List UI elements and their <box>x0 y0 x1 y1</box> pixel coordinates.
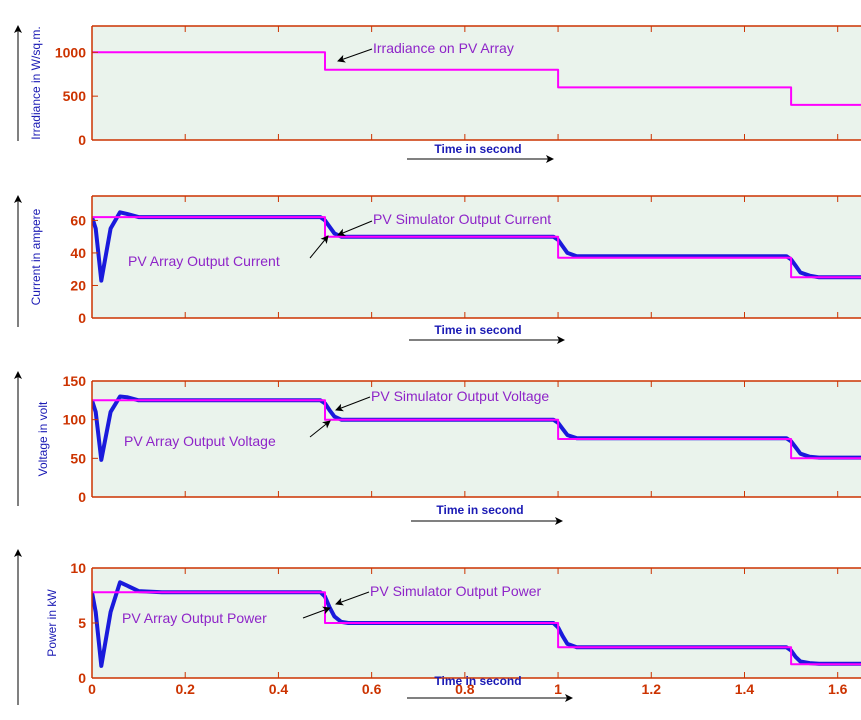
y-tick-label: 10 <box>70 560 86 576</box>
annotation-arrow <box>337 220 373 237</box>
y-tick-label: 100 <box>63 412 87 428</box>
y-tick-label: 20 <box>70 277 86 293</box>
annotation-arrow <box>337 48 373 63</box>
x-axis-label: Time in second <box>436 503 523 517</box>
annotation-label: PV Simulator Output Voltage <box>371 388 549 404</box>
annotation-arrow <box>335 396 371 412</box>
chart-panel-2: 0 20 40 60 Current in ampere Time in second PV… <box>14 195 861 344</box>
x-axis-label: Time in second <box>434 674 521 688</box>
y-tick-label: 0 <box>78 132 86 148</box>
y-axis-label: Current in ampere <box>29 208 43 305</box>
series-line-reference <box>92 399 861 460</box>
annotation-label: PV Simulator Output Current <box>373 211 551 227</box>
chart-panel-3: 0 50 100 150 Voltage in volt Time in second PV… <box>14 371 861 525</box>
y-axis-label: Voltage in volt <box>36 401 50 476</box>
x-tick-label: 1.4 <box>735 681 755 697</box>
x-tick-label: 0.6 <box>362 681 382 697</box>
plot-area <box>92 26 861 140</box>
series-line-reference <box>92 216 861 279</box>
x-axis-label: Time in second <box>434 142 521 156</box>
series-line-reference <box>92 591 861 666</box>
annotation-arrow <box>309 235 329 259</box>
x-tick-label: 0.2 <box>175 681 195 697</box>
chart-panel-4: 0 0.2 0.4 0.6 0.8 1 1.2 1.4 1.6 0 5 10 Power in kW Ti… <box>14 549 861 705</box>
y-tick-label: 60 <box>70 212 86 228</box>
x-tick-label: 0.4 <box>269 681 289 697</box>
annotation-arrow <box>335 591 370 606</box>
x-tick-label: 1.2 <box>642 681 662 697</box>
y-axis-label: Irradiance in W/sq.m. <box>29 26 43 139</box>
annotation-label: PV Array Output Voltage <box>124 433 276 449</box>
x-tick-label: 1 <box>554 681 562 697</box>
annotation-label: PV Array Output Current <box>128 253 280 269</box>
y-tick-label: 40 <box>70 245 86 261</box>
x-axis-label: Time in second <box>434 323 521 337</box>
annotation-arrow <box>309 420 331 438</box>
annotation-label: PV Simulator Output Power <box>370 583 542 599</box>
y-tick-label: 1000 <box>55 44 86 60</box>
x-tick-label: 0 <box>88 681 96 697</box>
x-tick-label: 1.6 <box>828 681 848 697</box>
y-tick-label: 500 <box>63 88 87 104</box>
y-tick-label: 0 <box>78 310 86 326</box>
chart-panel-1: 0 500 1000 Irradiance in W/sq.m. Time in sec… <box>14 25 861 163</box>
annotation-label: PV Array Output Power <box>122 610 267 626</box>
y-tick-label: 0 <box>78 489 86 505</box>
annotation-arrow <box>302 606 331 619</box>
y-tick-label: 5 <box>78 615 86 631</box>
y-tick-label: 50 <box>70 450 86 466</box>
series-line-reference <box>92 51 861 106</box>
x-tick-label: 0.8 <box>455 681 475 697</box>
annotation-label: Irradiance on PV Array <box>373 40 514 56</box>
y-axis-label: Power in kW <box>45 589 59 657</box>
y-tick-label: 150 <box>63 373 87 389</box>
y-tick-label: 0 <box>78 670 86 686</box>
